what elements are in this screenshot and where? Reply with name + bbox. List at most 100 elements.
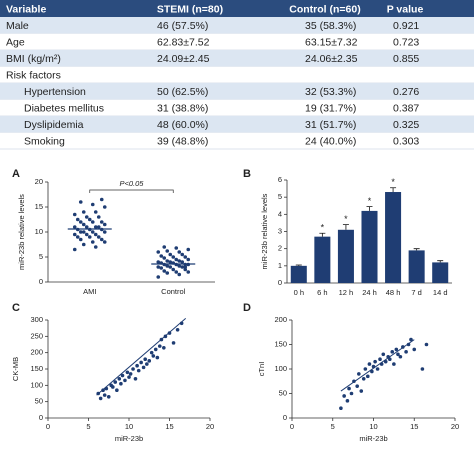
point [135,363,139,368]
y-tick-label: 1 [278,261,282,270]
point [113,380,118,384]
dot [87,217,92,222]
point [119,381,123,386]
y-axis-label: CK-MB [11,357,20,381]
dot [171,255,176,259]
dot [78,220,83,224]
significance-star: * [321,223,325,233]
bar [385,192,402,283]
y-tick-label: 4 [278,209,282,218]
x-axis-label: miR-23b [115,434,143,443]
point [147,359,152,363]
dot [159,254,164,258]
table-cell: 32 (53.3%) [305,86,356,98]
significance-star: * [368,196,372,206]
point [106,394,111,399]
y-tick-label: 10 [35,227,43,236]
dot [162,269,167,273]
dot [90,240,95,244]
chart-panel: D 0 50 100 150 200 cTnI 0 5 10 15 20 miR-23b [243,302,459,443]
dot [165,264,170,268]
point [398,354,403,359]
point [149,350,154,355]
table-cell: 0.303 [393,136,419,148]
point [117,377,122,381]
bar [290,265,307,283]
dot [180,252,185,257]
point [128,372,133,376]
table-row-bg [0,116,474,133]
point [136,368,141,373]
dot [93,225,98,229]
x-tick-label: 15 [410,422,418,431]
table-cell: 0.276 [393,86,419,98]
dot [96,215,101,219]
y-tick-label: 200 [30,348,43,357]
dot [156,260,161,264]
x-tick-label: 10 [125,422,133,431]
y-tick-label: 6 [278,175,282,184]
dot [72,225,77,229]
point [363,367,368,371]
y-tick-label: 0 [283,413,287,422]
point [175,328,180,332]
bar [432,262,449,283]
dot [81,230,86,234]
point [347,386,351,391]
dot [84,225,89,229]
point [394,347,399,352]
dot [159,266,164,270]
dot [93,232,98,237]
table-cell: 0.855 [393,53,419,65]
x-axis-label: miR-23b [359,434,387,443]
dot [75,217,80,222]
y-tick-label: 0 [39,277,43,286]
y-tick-label: 150 [30,364,43,373]
table-cell: 48 (60.0%) [157,119,208,131]
x-tick-label: 24 h [362,288,377,297]
point [378,357,382,362]
dot [72,247,77,252]
error-bar [319,232,326,237]
dot [81,222,86,227]
table-cell: 24.06±2.35 [305,53,358,65]
table-row-bg [0,33,474,50]
point [359,389,364,393]
chart-panel: C 0 50 100 150 200 250 300 CK-MB 0 5 10 15 20 miR-23b [11,302,214,443]
y-tick-label: 250 [30,331,43,340]
table-cell: 0.325 [393,119,419,131]
point [141,365,146,370]
point [392,362,396,366]
point [98,396,103,401]
point [406,342,411,347]
dot [171,267,176,272]
error-bar [342,224,349,230]
y-tick-label: 150 [274,339,287,348]
dot [78,200,83,204]
x-tick-label: 6 h [317,288,327,297]
table-cell: 31 (51.7%) [305,119,356,131]
panel-label: D [243,302,251,314]
error-bar [437,260,444,263]
bar [314,236,331,283]
table-header-cell: Variable [6,3,46,15]
chart-panel: B 0 1 2 3 4 5 6 miR-23b relative levels 0 h 6 h 12 … [243,168,452,297]
dot [90,220,95,224]
dot [84,232,89,237]
dot [183,255,188,259]
x-tick-label: 5 [86,422,90,431]
table-cell: Smoking [24,136,65,148]
y-tick-label: 2 [278,244,282,253]
table-cell: Dyslipidemia [24,119,84,131]
dot [93,210,98,214]
point [390,350,395,354]
point [396,352,400,357]
point [365,374,370,379]
point [157,344,162,348]
dot [177,250,182,254]
table-row-bg [0,66,474,83]
table-cell: 39 (48.8%) [157,136,208,148]
significance-bracket [89,189,174,193]
